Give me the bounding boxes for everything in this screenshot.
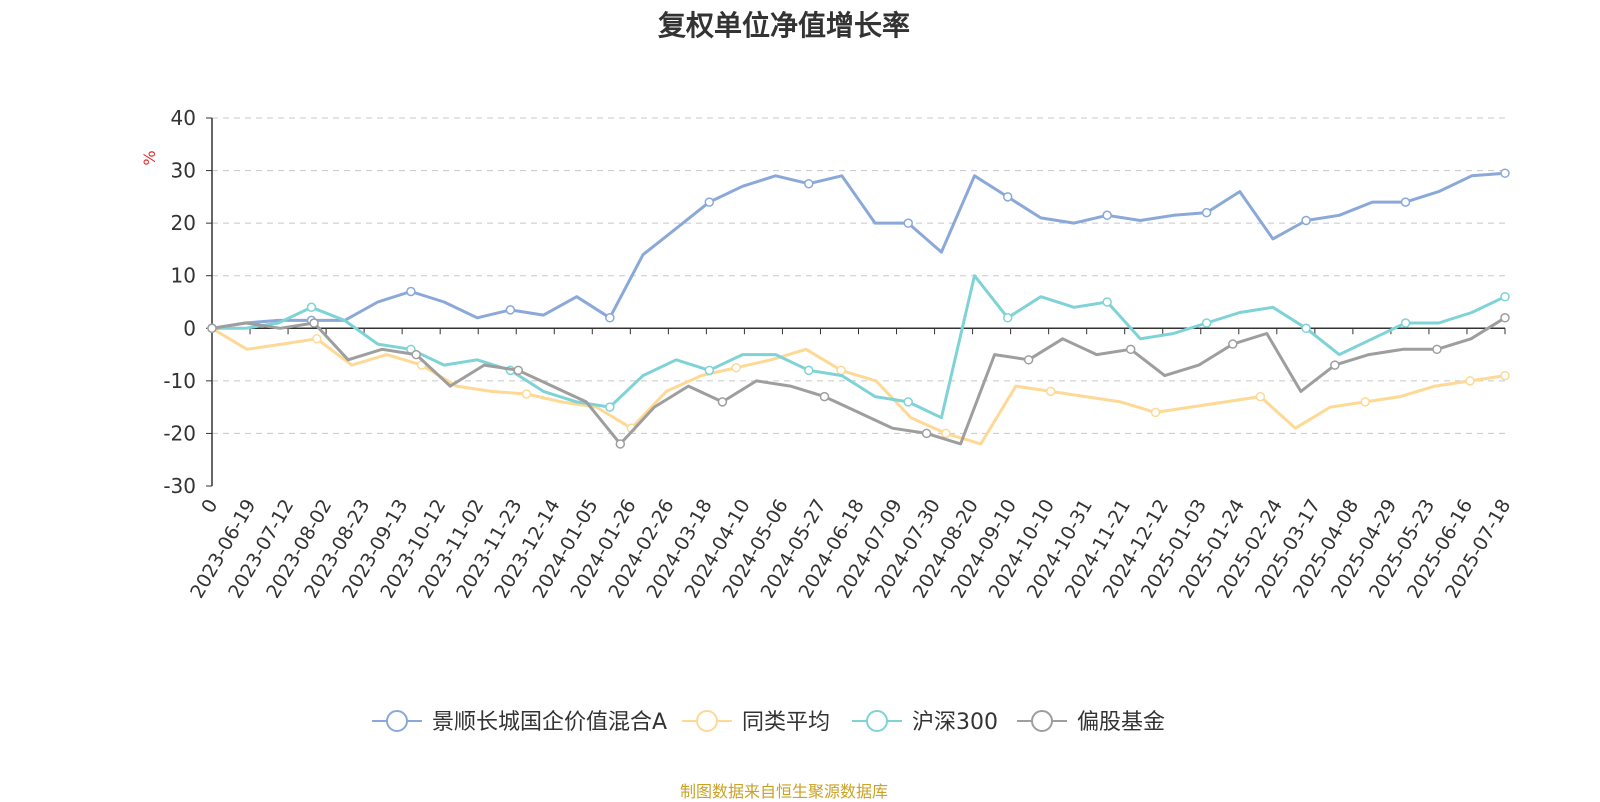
series-point xyxy=(1102,210,1112,221)
series-point xyxy=(903,218,913,228)
chart-title: 复权单位净值增长率 xyxy=(657,9,910,42)
series-point xyxy=(921,428,932,439)
series-point xyxy=(513,365,523,376)
series-point xyxy=(704,365,715,376)
series-point xyxy=(1500,168,1510,178)
series-point xyxy=(1125,344,1136,355)
series-point xyxy=(1500,291,1510,302)
series-point xyxy=(1500,313,1510,323)
legend-label: 景顺长城国企价值混合A xyxy=(432,710,667,735)
series-point xyxy=(615,439,626,449)
y-tick-label: 30 xyxy=(171,159,196,183)
series-point xyxy=(605,402,615,412)
series-point xyxy=(1360,397,1370,407)
series-point xyxy=(1228,339,1238,349)
legend-label: 同类平均 xyxy=(742,710,830,735)
legend-marker xyxy=(696,710,718,732)
y-tick-label: 20 xyxy=(171,211,196,235)
series-point xyxy=(521,389,532,399)
series-point xyxy=(605,313,615,323)
series-point xyxy=(819,391,830,402)
series-point xyxy=(804,365,814,376)
series-point xyxy=(1301,323,1311,334)
source-note: 制图数据来自恒生聚源数据库 xyxy=(679,782,888,801)
legend-label: 沪深300 xyxy=(912,710,998,735)
y-tick-label: 0 xyxy=(183,316,196,340)
y-tick-label: -10 xyxy=(163,369,196,393)
series-point xyxy=(836,365,846,376)
series-point xyxy=(1102,297,1112,307)
series-point xyxy=(1465,376,1475,386)
y-axis-unit-label: % xyxy=(140,150,159,165)
legend-marker xyxy=(866,710,888,732)
series-point xyxy=(717,397,728,407)
series-point xyxy=(1002,313,1013,323)
series-point xyxy=(312,334,322,344)
x-tick-label: 0 xyxy=(197,496,222,517)
series-point xyxy=(1045,386,1056,397)
series-point xyxy=(1023,355,1034,365)
series-point xyxy=(1150,407,1161,418)
series-point xyxy=(1500,370,1510,381)
series-point xyxy=(1201,207,1212,218)
y-tick-label: 10 xyxy=(171,264,196,288)
series-point xyxy=(306,302,317,313)
legend-label: 偏股基金 xyxy=(1077,710,1165,735)
series-line-1 xyxy=(211,171,1506,330)
series-point xyxy=(731,362,741,373)
legend-marker xyxy=(1031,710,1053,732)
series-point xyxy=(411,349,421,360)
series-point xyxy=(1400,318,1411,328)
series-point xyxy=(505,305,516,315)
series-line-4 xyxy=(211,316,1506,446)
series-line-2 xyxy=(211,327,1506,446)
series-point xyxy=(1255,391,1266,402)
y-tick-label: -30 xyxy=(163,474,196,498)
series-point xyxy=(1400,197,1411,207)
series-point xyxy=(1301,215,1311,226)
series-point xyxy=(903,397,913,407)
series-point xyxy=(941,428,951,439)
series-point xyxy=(1432,344,1442,355)
series-point xyxy=(1330,360,1340,370)
series-point xyxy=(704,197,715,207)
series-line-3 xyxy=(212,274,1506,420)
series-point xyxy=(1002,192,1013,202)
series-point xyxy=(804,178,814,189)
series-point xyxy=(1201,318,1212,328)
legend-marker xyxy=(386,710,408,732)
y-tick-label: -20 xyxy=(163,421,196,445)
y-tick-label: 40 xyxy=(171,106,196,130)
series-point xyxy=(207,323,217,334)
series-point xyxy=(406,286,416,297)
series-point xyxy=(309,318,319,328)
